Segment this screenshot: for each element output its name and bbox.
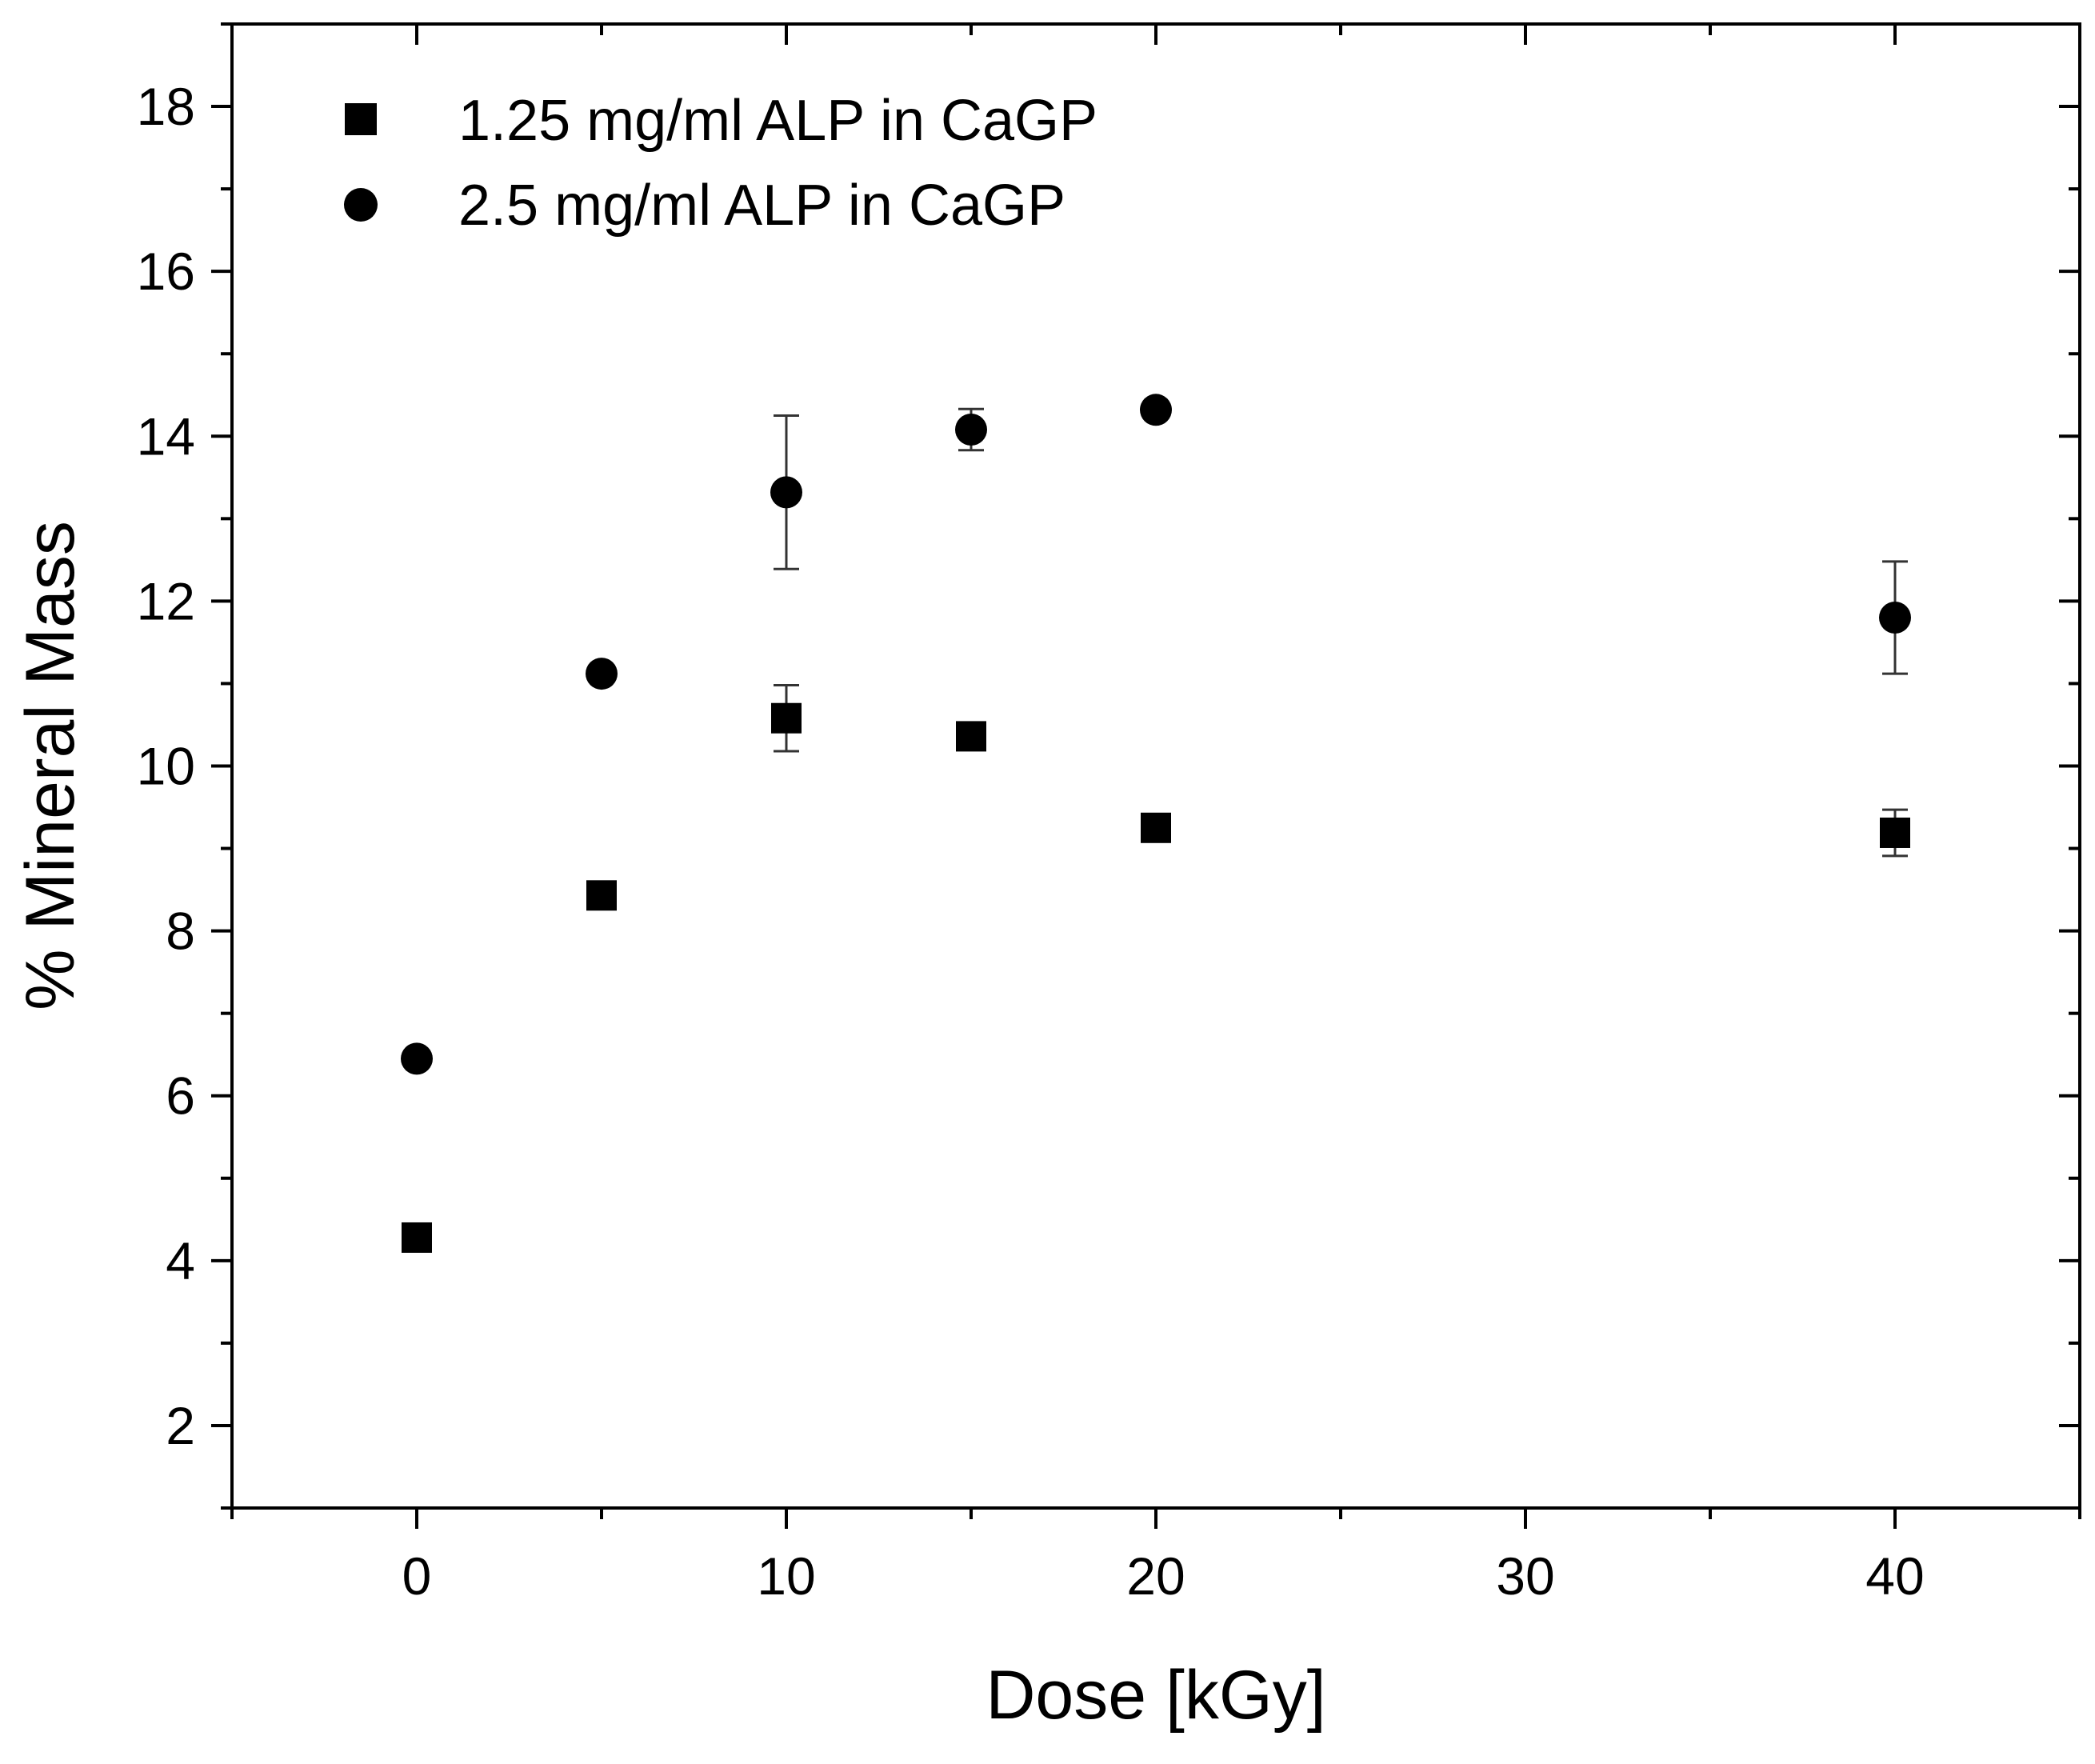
circle-point (1879, 602, 1911, 634)
y-tick-label: 2 (166, 1396, 195, 1455)
legend: 1.25 mg/ml ALP in CaGP 2.5 mg/ml ALP in … (344, 89, 1097, 238)
error-bars (774, 407, 1908, 858)
x-axis-title: Dose [kGy] (986, 1657, 1325, 1734)
circle-point (401, 1042, 433, 1075)
y-tick-label: 8 (166, 902, 195, 961)
y-tick-label: 16 (137, 242, 195, 301)
y-tick-label: 10 (137, 737, 195, 796)
legend-circle-marker (344, 188, 378, 222)
y-tick-label: 18 (137, 77, 195, 136)
data-points (401, 394, 1911, 1253)
circle-point (770, 476, 802, 509)
circle-point (586, 658, 618, 690)
x-tick-label: 0 (402, 1546, 432, 1606)
square-point (586, 880, 617, 911)
x-tick-label: 30 (1496, 1546, 1554, 1606)
axis-ticks: 0 10 20 30 40 2 4 6 8 10 12 14 16 18 (137, 22, 2081, 1606)
y-tick-label: 4 (166, 1231, 195, 1290)
legend-label-series-1: 1.25 mg/ml ALP in CaGP (458, 89, 1097, 153)
legend-square-marker (345, 103, 377, 135)
y-tick-label: 6 (166, 1066, 195, 1126)
x-tick-label: 40 (1865, 1546, 1924, 1606)
y-axis-title: % Mineral Mass (12, 521, 89, 1010)
square-point (402, 1222, 432, 1253)
circle-point (1140, 394, 1172, 426)
legend-label-series-2: 2.5 mg/ml ALP in CaGP (458, 174, 1065, 238)
x-tick-label: 20 (1126, 1546, 1185, 1606)
square-point (1880, 817, 1910, 848)
y-tick-label: 14 (137, 406, 195, 466)
plot-area (230, 22, 2081, 1510)
square-point (956, 721, 986, 752)
circle-point (955, 414, 987, 446)
square-point (771, 702, 802, 734)
x-tick-label: 10 (757, 1546, 815, 1606)
y-tick-label: 12 (137, 571, 195, 630)
square-point (1141, 812, 1171, 843)
